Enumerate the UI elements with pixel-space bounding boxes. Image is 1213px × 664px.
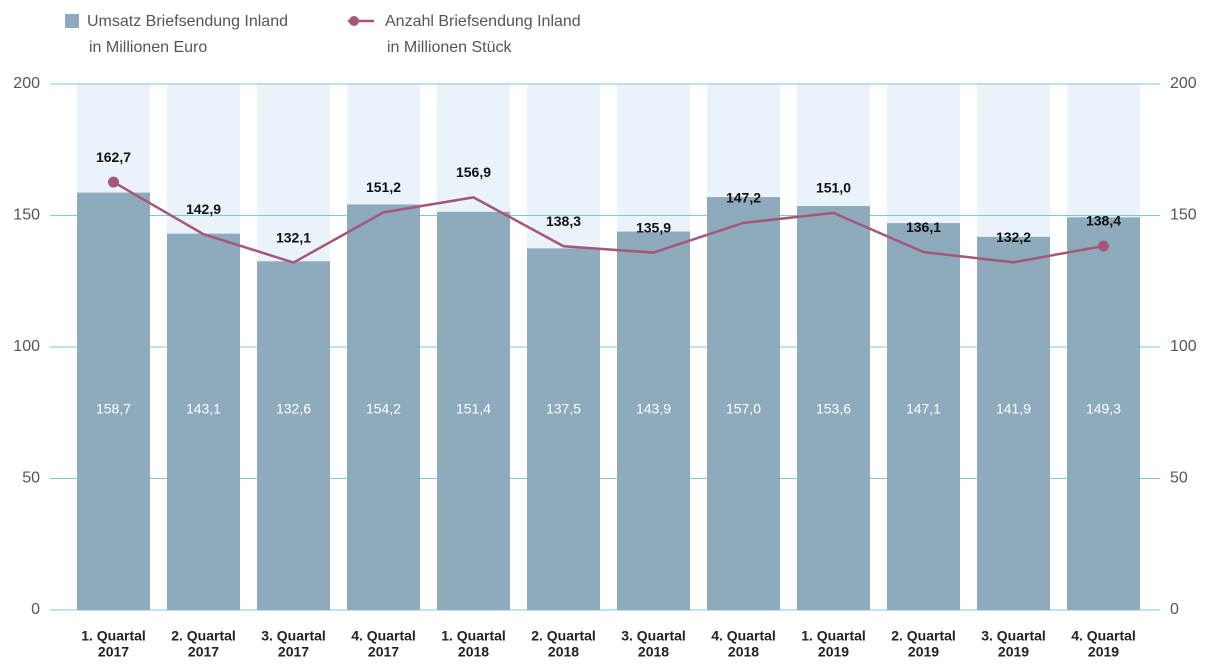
line-value-label: 132,1 [276, 229, 311, 245]
x-tick-label: 2018 [728, 644, 759, 660]
bar-value-label: 132,6 [276, 401, 311, 417]
bar-value-label: 157,0 [726, 401, 761, 417]
line-value-label: 138,4 [1086, 213, 1121, 229]
x-tick-label: 1. Quartal [801, 628, 866, 644]
bar [977, 236, 1050, 611]
x-tick-label: 2. Quartal [171, 628, 236, 644]
bar-value-label: 147,1 [906, 401, 941, 417]
x-tick-label: 1. Quartal [441, 628, 506, 644]
line-marker [1098, 240, 1109, 252]
x-tick-label: 2018 [458, 644, 489, 660]
line-value-label: 151,2 [366, 179, 401, 195]
line-value-label: 151,0 [816, 180, 851, 196]
x-tick-label: 3. Quartal [981, 628, 1046, 644]
legend-label: Anzahl Briefsendung Inland [385, 13, 581, 30]
x-tick-label: 2019 [908, 644, 939, 660]
bar-value-label: 149,3 [1086, 401, 1121, 417]
x-tick-label: 2019 [818, 644, 849, 660]
line-value-label: 132,2 [996, 229, 1031, 245]
bar-value-label: 158,7 [96, 401, 131, 417]
line-value-label: 138,3 [546, 213, 581, 229]
y-tick-label: 200 [13, 75, 40, 92]
y2-tick-label: 200 [1170, 75, 1197, 92]
y-tick-label: 0 [31, 601, 40, 618]
legend-label: Umsatz Briefsendung Inland [87, 13, 288, 30]
bar-value-label: 143,1 [186, 401, 221, 417]
y-tick-label: 100 [13, 338, 40, 355]
y2-tick-label: 0 [1170, 601, 1179, 618]
legend-swatch [65, 14, 79, 28]
x-tick-label: 1. Quartal [81, 628, 146, 644]
x-tick-label: 4. Quartal [711, 628, 776, 644]
bar-value-label: 153,6 [816, 401, 851, 417]
line-value-label: 136,1 [906, 219, 941, 235]
bar [167, 233, 240, 610]
x-tick-label: 4. Quartal [351, 628, 416, 644]
bar-value-label: 151,4 [456, 401, 491, 417]
x-tick-label: 2017 [368, 644, 399, 660]
line-value-label: 135,9 [636, 219, 671, 235]
x-tick-label: 2017 [188, 644, 219, 660]
bar [257, 261, 330, 610]
bar [797, 206, 870, 611]
bar [347, 204, 420, 611]
x-tick-label: 4. Quartal [1071, 628, 1136, 644]
x-tick-label: 2. Quartal [531, 628, 596, 644]
line-value-label: 147,2 [726, 190, 761, 206]
bar-value-label: 137,5 [546, 401, 581, 417]
x-tick-label: 2017 [98, 644, 129, 660]
line-value-label: 142,9 [186, 201, 221, 217]
bar [617, 231, 690, 610]
y2-tick-label: 150 [1170, 207, 1197, 224]
x-tick-label: 2018 [548, 644, 579, 660]
y2-tick-label: 100 [1170, 338, 1197, 355]
bar [887, 223, 960, 610]
bar [77, 192, 150, 610]
line-value-label: 162,7 [96, 149, 131, 165]
line [112, 181, 1104, 264]
x-tick-label: 2018 [638, 644, 669, 660]
x-tick-label: 2017 [278, 644, 309, 660]
x-tick-label: 3. Quartal [261, 628, 326, 644]
legend-unit: in Millionen Euro [89, 39, 207, 56]
bar [527, 248, 600, 610]
bar-value-label: 143,9 [636, 401, 671, 417]
bar [1067, 217, 1140, 610]
legend-unit: in Millionen Stück [387, 39, 513, 56]
bar-value-label: 141,9 [996, 401, 1031, 417]
x-tick-label: 2019 [1088, 644, 1119, 660]
x-tick-label: 2019 [998, 644, 1029, 660]
line-marker [108, 176, 119, 188]
x-tick-label: 3. Quartal [621, 628, 686, 644]
y2-tick-label: 50 [1170, 470, 1188, 487]
legend-marker [349, 16, 359, 26]
x-tick-label: 2. Quartal [891, 628, 956, 644]
bar [437, 211, 510, 610]
bar-value-label: 154,2 [366, 401, 401, 417]
line-value-label: 156,9 [456, 164, 491, 180]
bar [707, 197, 780, 610]
y-tick-label: 50 [22, 470, 40, 487]
y-tick-label: 150 [13, 207, 40, 224]
